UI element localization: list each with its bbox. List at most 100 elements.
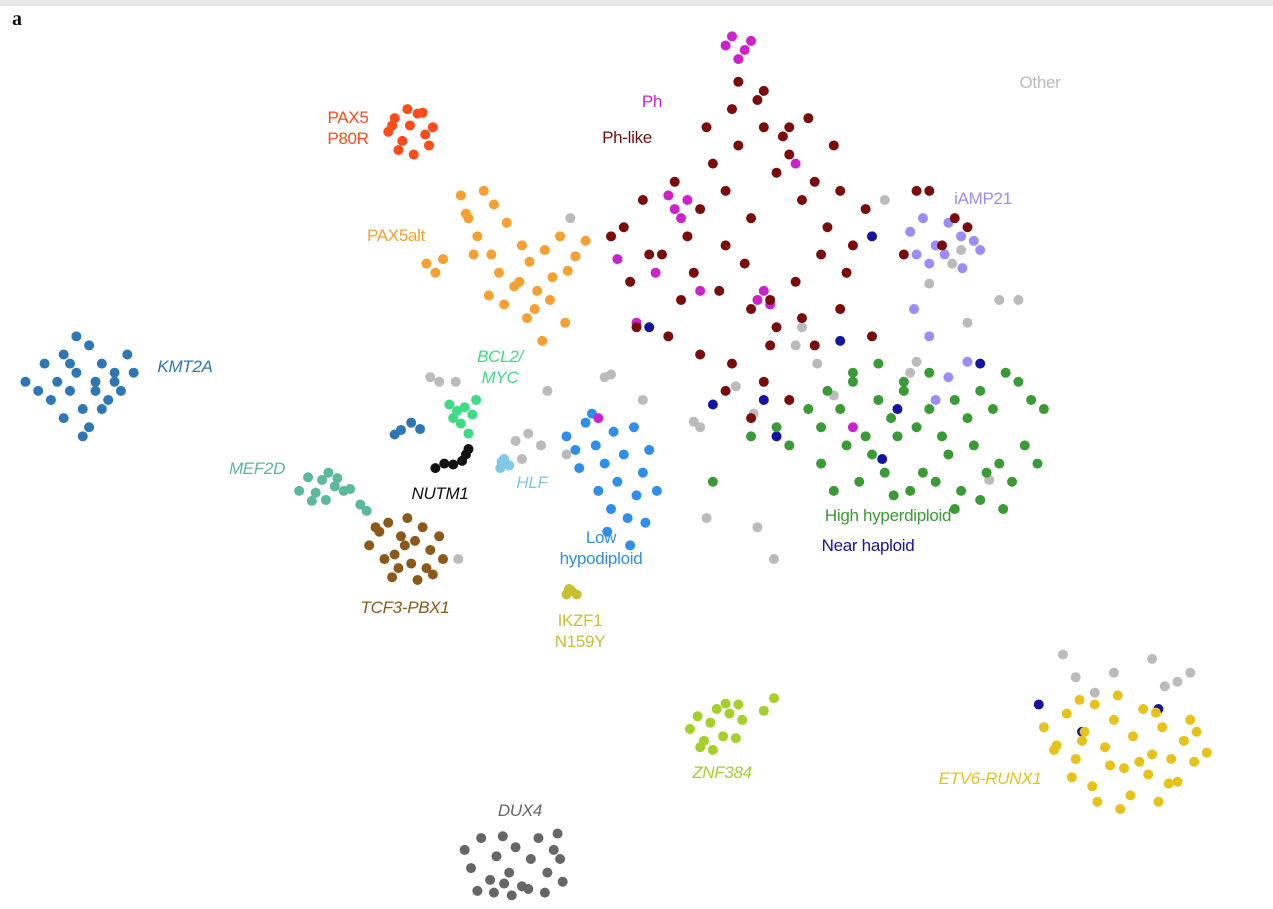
point — [943, 449, 954, 460]
point — [501, 217, 512, 228]
point — [924, 258, 935, 269]
point — [455, 418, 466, 429]
point — [975, 358, 986, 369]
point — [109, 376, 120, 387]
point — [1032, 458, 1043, 469]
point — [1070, 754, 1081, 765]
point — [752, 522, 763, 533]
point — [387, 120, 398, 131]
point — [1099, 742, 1110, 753]
point — [917, 467, 928, 478]
point — [867, 331, 878, 342]
point — [593, 413, 604, 424]
point — [510, 435, 521, 446]
point — [459, 844, 470, 855]
cluster-label: PAX5 P80R — [327, 108, 369, 148]
point — [688, 416, 699, 427]
point — [522, 313, 533, 324]
point — [529, 304, 540, 315]
point — [608, 426, 619, 437]
point — [1057, 649, 1068, 660]
point — [514, 276, 525, 287]
point — [998, 504, 1009, 515]
point — [504, 460, 515, 471]
point — [421, 258, 432, 269]
point — [561, 449, 572, 460]
point — [765, 294, 776, 305]
point — [536, 440, 547, 451]
point — [1013, 294, 1024, 305]
point — [758, 705, 769, 716]
point — [879, 467, 890, 478]
point — [720, 385, 731, 396]
point — [58, 413, 69, 424]
point — [544, 294, 555, 305]
point — [892, 431, 903, 442]
point — [816, 249, 827, 260]
point — [434, 531, 445, 542]
point — [898, 249, 909, 260]
point — [758, 122, 769, 133]
point — [841, 267, 852, 278]
point — [427, 122, 438, 133]
point — [466, 863, 477, 874]
point — [790, 276, 801, 287]
point — [310, 487, 321, 498]
point — [115, 385, 126, 396]
point — [695, 349, 706, 360]
point — [570, 444, 581, 455]
point — [459, 402, 470, 413]
point — [96, 404, 107, 415]
point — [847, 240, 858, 251]
point — [1157, 722, 1168, 733]
point — [695, 742, 706, 753]
point — [1019, 440, 1030, 451]
point — [345, 484, 356, 495]
point — [499, 299, 510, 310]
point — [784, 394, 795, 405]
point — [483, 290, 494, 301]
point — [1125, 790, 1136, 801]
point — [496, 456, 507, 467]
point — [1092, 796, 1103, 807]
point — [956, 244, 967, 255]
point — [424, 140, 435, 151]
point — [720, 240, 731, 251]
point — [975, 244, 986, 255]
point — [497, 831, 508, 842]
point — [650, 267, 661, 278]
point — [564, 584, 575, 595]
point — [618, 449, 629, 460]
point — [33, 385, 44, 396]
point — [409, 535, 420, 546]
point — [109, 367, 120, 378]
point — [924, 185, 935, 196]
point — [1150, 707, 1161, 718]
point — [539, 887, 550, 898]
point — [90, 376, 101, 387]
point — [499, 878, 510, 889]
point — [332, 473, 343, 484]
point — [796, 322, 807, 333]
point — [1134, 756, 1145, 767]
point — [726, 104, 737, 115]
point — [768, 693, 779, 704]
point — [580, 235, 591, 246]
point — [669, 176, 680, 187]
point — [877, 454, 888, 465]
point — [395, 531, 406, 542]
point — [962, 222, 973, 233]
point — [733, 54, 744, 65]
point — [867, 449, 878, 460]
cluster-label: Low hypodiploid — [559, 528, 643, 568]
point — [1049, 744, 1060, 755]
point — [816, 422, 827, 433]
point — [404, 120, 415, 131]
point — [590, 440, 601, 451]
point — [329, 481, 340, 492]
point — [65, 385, 76, 396]
point — [669, 204, 680, 215]
point — [478, 185, 489, 196]
point — [803, 404, 814, 415]
point — [860, 431, 871, 442]
